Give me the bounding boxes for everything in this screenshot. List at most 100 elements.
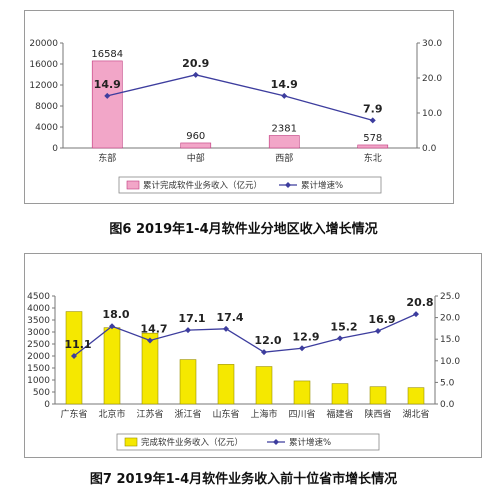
left-tick-label: 3000 — [27, 328, 50, 338]
legend-line-marker — [285, 182, 291, 188]
growth-value-label: 14.9 — [94, 78, 121, 91]
province-chart-caption: 图7 2019年1-4月软件业务收入前十位省市增长情况 — [89, 472, 398, 487]
category-label: 东部 — [98, 152, 116, 164]
legend-line-label: 累计增速% — [301, 180, 343, 191]
bar-9 — [407, 387, 425, 405]
right-tick-label: 0.0 — [422, 144, 437, 154]
category-label: 中部 — [187, 152, 205, 164]
legend-bar-label: 累计完成软件业务收入（亿元） — [143, 180, 262, 191]
region-chart-caption: 图6 2019年1-4月软件业分地区收入增长情况 — [109, 222, 378, 237]
category-label: 东北 — [364, 152, 382, 164]
right-tick-label: 5.0 — [440, 378, 455, 388]
growth-value-label: 15.2 — [330, 320, 357, 333]
bar-value-label: 16584 — [91, 49, 123, 60]
growth-value-label: 20.8 — [406, 296, 433, 309]
left-tick-label: 3500 — [27, 316, 50, 326]
left-tick-label: 500 — [33, 388, 50, 398]
province-chart: 0 500 1000 1500 2000 2500 3000 3500 4000 4500 0.0 5… — [27, 292, 460, 451]
right-tick-label: 25.0 — [440, 292, 460, 302]
right-tick-label: 30.0 — [422, 39, 442, 49]
right-tick-label: 0.0 — [440, 400, 455, 410]
bar-7 — [331, 383, 349, 405]
bar-4 — [217, 364, 235, 405]
growth-point-1 — [109, 323, 115, 330]
growth-point-7 — [337, 335, 343, 342]
legend-box — [116, 433, 380, 451]
bar-0 — [91, 60, 123, 149]
category-label: 广东省 — [60, 408, 87, 420]
left-tick-label: 8000 — [35, 102, 58, 112]
growth-line — [107, 74, 373, 121]
category-label: 山东省 — [212, 408, 239, 420]
bar-2 — [268, 135, 300, 149]
category-label: 江苏省 — [136, 408, 163, 420]
bar-value-label: 578 — [363, 133, 382, 144]
growth-value-label: 7.9 — [363, 102, 383, 115]
legend-bar-swatch — [124, 437, 138, 447]
legend-bar-swatch — [126, 180, 140, 190]
right-tick-label: 10.0 — [422, 109, 442, 119]
right-tick-label: 15.0 — [440, 335, 460, 345]
category-label: 北京市 — [98, 408, 125, 420]
category-label: 湖北省 — [402, 408, 429, 420]
bar-value-label: 2381 — [272, 123, 297, 134]
left-tick-label: 4000 — [27, 304, 50, 314]
right-tick-label: 10.0 — [440, 357, 460, 367]
legend: 累计完成软件业务收入（亿元） 累计增速% — [118, 176, 382, 194]
legend-bar-label: 完成软件业务收入（亿元） — [141, 437, 243, 448]
growth-point-2 — [281, 92, 288, 99]
province-chart-frame: 0 500 1000 1500 2000 2500 3000 3500 4000 4500 0.0 5… — [24, 253, 482, 458]
left-tick-label: 0 — [44, 400, 50, 410]
growth-value-label: 18.0 — [102, 308, 129, 321]
region-chart: 0 4000 8000 12000 16000 20000 0.0 10.0 20.0 30.0 1… — [29, 39, 442, 194]
legend-line-label: 累计增速% — [289, 437, 331, 448]
growth-value-label: 12.0 — [254, 334, 281, 347]
bar-3 — [357, 144, 389, 149]
growth-value-label: 11.1 — [64, 338, 91, 351]
right-tick-label: 20.0 — [440, 314, 460, 324]
category-label: 上海市 — [250, 408, 277, 420]
left-tick-label: 20000 — [29, 39, 58, 49]
legend-line-marker — [273, 439, 279, 445]
bar-value-label: 960 — [186, 131, 205, 142]
category-label: 浙江省 — [174, 408, 201, 420]
bar-3 — [179, 359, 197, 405]
left-tick-label: 2000 — [27, 352, 50, 362]
left-tick-label: 12000 — [29, 81, 58, 91]
growth-value-label: 17.4 — [216, 311, 243, 324]
bar-5 — [255, 366, 273, 405]
legend: 完成软件业务收入（亿元） 累计增速% — [116, 433, 380, 451]
growth-line — [73, 313, 417, 357]
bar-8 — [369, 386, 387, 405]
legend-box — [118, 176, 382, 194]
growth-point-0 — [71, 353, 77, 360]
growth-point-6 — [299, 345, 305, 352]
growth-value-label: 12.9 — [292, 330, 319, 343]
bar-1 — [180, 142, 212, 149]
growth-value-label: 20.9 — [182, 57, 209, 70]
growth-point-2 — [147, 337, 153, 344]
growth-point-8 — [375, 327, 381, 334]
growth-point-0 — [104, 92, 111, 99]
growth-point-3 — [369, 117, 376, 124]
growth-point-3 — [185, 327, 191, 334]
category-label: 福建省 — [326, 408, 353, 420]
growth-point-1 — [192, 71, 199, 78]
growth-point-9 — [413, 311, 419, 318]
growth-value-label: 16.9 — [368, 313, 395, 326]
region-chart-frame: 0 4000 8000 12000 16000 20000 0.0 10.0 20.0 30.0 1… — [24, 10, 454, 204]
category-label: 四川省 — [288, 408, 315, 420]
left-tick-label: 2500 — [27, 340, 50, 350]
left-tick-label: 0 — [52, 144, 58, 154]
growth-point-4 — [223, 325, 229, 332]
bar-6 — [293, 380, 311, 405]
bar-1 — [103, 327, 121, 405]
bar-2 — [141, 332, 159, 405]
left-tick-label: 1000 — [27, 376, 50, 386]
right-tick-label: 20.0 — [422, 74, 442, 84]
category-label: 西部 — [275, 152, 293, 164]
left-tick-label: 16000 — [29, 60, 58, 70]
growth-value-label: 14.7 — [140, 322, 167, 335]
left-tick-label: 4000 — [35, 123, 58, 133]
growth-point-5 — [261, 349, 267, 356]
